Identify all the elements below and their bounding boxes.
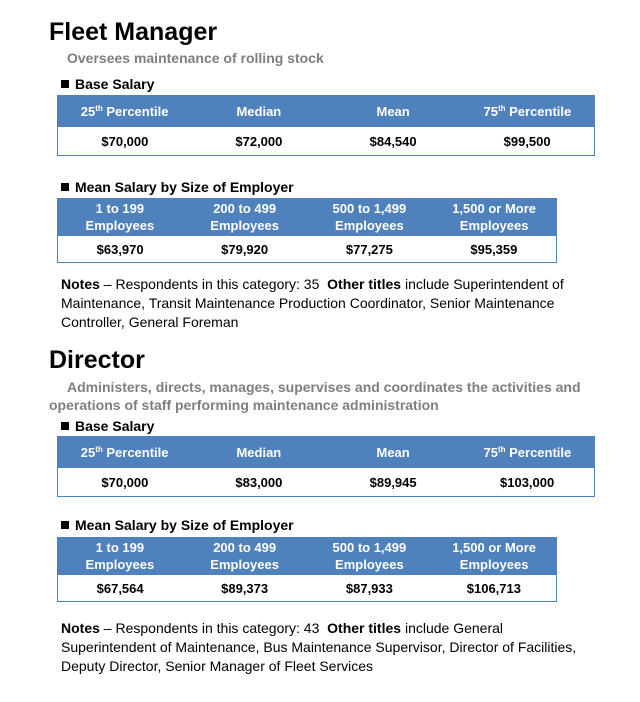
col-median: Median — [191, 95, 327, 127]
notes-respondents: – Respondents in this category: 43 — [99, 620, 320, 636]
cell-500-to-1499: $87,933 — [307, 574, 432, 602]
job-description: Administers, directs, manages, supervise… — [49, 379, 581, 413]
employer-size-heading: Mean Salary by Size of Employer — [61, 179, 294, 195]
col-mean: Mean — [325, 436, 461, 468]
employer-size-heading-text: Mean Salary by Size of Employer — [75, 179, 294, 195]
notes-paragraph: Notes – Respondents in this category: 43… — [61, 619, 601, 676]
col-1500-or-more: 1,500 or More Employees — [431, 537, 557, 575]
bullet-square-icon — [61, 521, 69, 529]
col-median: Median — [191, 436, 327, 468]
cell-75th-percentile: $99,500 — [460, 126, 596, 156]
bullet-square-icon — [61, 80, 69, 88]
cell-1500-or-more: $95,359 — [431, 235, 557, 263]
cell-25th-percentile: $70,000 — [56, 467, 192, 497]
col-200-to-499: 200 to 499 Employees — [181, 537, 308, 575]
notes-respondents: – Respondents in this category: 35 — [99, 276, 320, 292]
employer-size-table: 1 to 199 Employees 200 to 499 Employees 50… — [57, 198, 557, 263]
cell-mean: $89,945 — [326, 467, 461, 497]
table-row: $70,000 $83,000 $89,945 $103,000 — [56, 467, 596, 497]
table-row: $63,970 $79,920 $77,275 $95,359 — [57, 235, 557, 263]
notes-label: Notes — [61, 276, 100, 292]
table-row: $67,564 $89,373 $87,933 $106,713 — [57, 574, 557, 602]
base-salary-heading: Base Salary — [61, 76, 154, 92]
job-description: Oversees maintenance of rolling stock — [67, 50, 324, 66]
col-1-to-199: 1 to 199 Employees — [57, 198, 183, 236]
table-header-row: 25th Percentile Median Mean 75th Percent… — [56, 95, 596, 127]
col-75th-percentile: 75th Percentile — [459, 436, 596, 468]
cell-500-to-1499: $77,275 — [307, 235, 432, 263]
notes-paragraph: Notes – Respondents in this category: 35… — [61, 275, 601, 332]
col-500-to-1499: 500 to 1,499 Employees — [306, 537, 433, 575]
table-header-row: 1 to 199 Employees 200 to 499 Employees 50… — [57, 198, 557, 236]
cell-1500-or-more: $106,713 — [431, 574, 557, 602]
col-1500-or-more: 1,500 or More Employees — [431, 198, 557, 236]
cell-1-to-199: $63,970 — [57, 235, 183, 263]
table-row: $70,000 $72,000 $84,540 $99,500 — [56, 126, 596, 156]
other-titles-text: include General Superintendent of Mainte… — [61, 620, 577, 674]
other-titles-label: Other titles — [327, 620, 402, 636]
cell-200-to-499: $89,373 — [182, 574, 307, 602]
base-salary-heading-text: Base Salary — [75, 76, 155, 92]
base-salary-table: 25th Percentile Median Mean 75th Percent… — [56, 436, 596, 497]
bullet-square-icon — [61, 422, 69, 430]
job-title: Director — [49, 346, 145, 374]
bullet-square-icon — [61, 183, 69, 191]
col-75th-percentile: 75th Percentile — [459, 95, 596, 127]
col-500-to-1499: 500 to 1,499 Employees — [306, 198, 433, 236]
col-mean: Mean — [325, 95, 461, 127]
cell-median: $83,000 — [191, 467, 326, 497]
cell-25th-percentile: $70,000 — [56, 126, 192, 156]
employer-size-table: 1 to 199 Employees 200 to 499 Employees 50… — [57, 537, 557, 602]
base-salary-table: 25th Percentile Median Mean 75th Percent… — [56, 95, 596, 156]
base-salary-heading: Base Salary — [61, 418, 154, 434]
col-25th-percentile: 25th Percentile — [56, 95, 193, 127]
cell-1-to-199: $67,564 — [57, 574, 183, 602]
base-salary-heading-text: Base Salary — [75, 418, 155, 434]
job-title: Fleet Manager — [49, 18, 218, 46]
col-25th-percentile: 25th Percentile — [56, 436, 193, 468]
other-titles-label: Other titles — [327, 276, 402, 292]
employer-size-heading: Mean Salary by Size of Employer — [61, 517, 294, 533]
cell-mean: $84,540 — [326, 126, 461, 156]
col-200-to-499: 200 to 499 Employees — [181, 198, 308, 236]
table-header-row: 1 to 199 Employees 200 to 499 Employees 50… — [57, 537, 557, 575]
cell-median: $72,000 — [191, 126, 326, 156]
other-titles-text: include Superintendent of Maintenance, T… — [61, 276, 564, 330]
col-1-to-199: 1 to 199 Employees — [57, 537, 183, 575]
table-header-row: 25th Percentile Median Mean 75th Percent… — [56, 436, 596, 468]
employer-size-heading-text: Mean Salary by Size of Employer — [75, 517, 294, 533]
cell-75th-percentile: $103,000 — [460, 467, 596, 497]
cell-200-to-499: $79,920 — [182, 235, 307, 263]
notes-label: Notes — [61, 620, 100, 636]
